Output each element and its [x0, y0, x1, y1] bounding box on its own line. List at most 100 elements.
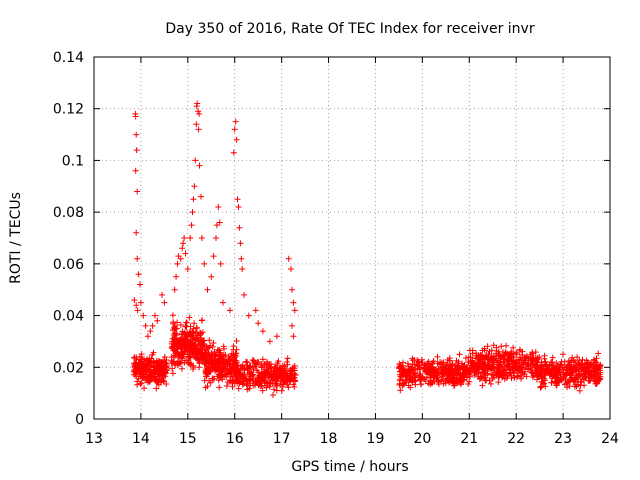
data-point [255, 369, 262, 376]
data-point [279, 374, 286, 381]
data-point [552, 374, 559, 381]
data-point [274, 372, 281, 379]
data-point [197, 345, 204, 352]
y-tick-label: 0.14 [53, 50, 84, 66]
data-point [172, 362, 179, 369]
data-point [222, 360, 228, 367]
data-point [504, 372, 511, 378]
y-tick-label: 0.1 [62, 153, 84, 169]
data-point [233, 338, 240, 344]
axes: 13 14 15 16 17 18 19 20 21 22 23 24 0 0.02 0.04 0.06 0.0… [53, 50, 619, 447]
data-point [172, 348, 179, 355]
data-point [581, 382, 588, 389]
data-point [236, 380, 243, 387]
data-point [219, 353, 226, 360]
data-point [522, 357, 529, 364]
data-point [206, 377, 213, 384]
data-point [249, 357, 256, 363]
data-point [595, 364, 602, 370]
data-point [493, 350, 500, 357]
data-point [204, 345, 211, 352]
data-point [504, 356, 511, 363]
data-point [210, 340, 217, 346]
data-point [228, 370, 235, 377]
data-point [564, 384, 570, 391]
data-point [472, 355, 479, 362]
data-point [275, 358, 282, 365]
data-point [481, 364, 488, 371]
data-point [447, 363, 454, 370]
data-point [412, 377, 419, 384]
data-point [490, 342, 497, 349]
data-point [533, 370, 540, 377]
data-point-peak [171, 286, 178, 293]
data-point [198, 335, 205, 341]
data-point [163, 362, 170, 369]
data-point [196, 359, 203, 366]
data-point [454, 362, 461, 369]
data-point [511, 366, 518, 372]
data-point [288, 371, 295, 378]
data-point [575, 370, 582, 377]
data-point [567, 366, 574, 373]
data-point [220, 363, 227, 370]
data-point [556, 368, 563, 375]
data-point [553, 377, 560, 384]
data-point [416, 366, 423, 373]
data-point [250, 371, 257, 378]
data-point-peak [213, 235, 219, 241]
data-point-peak [216, 219, 223, 226]
data-point-peak [255, 320, 262, 327]
data-point [220, 356, 227, 363]
data-point [151, 362, 158, 369]
data-point-peak [133, 131, 140, 138]
data-point [214, 361, 221, 368]
data-point-peak [134, 307, 141, 314]
data-point [292, 372, 299, 379]
data-point [174, 339, 181, 346]
data-point-peak [134, 188, 141, 195]
data-point [221, 345, 227, 352]
data-point-peak [190, 196, 197, 203]
data-point [203, 354, 210, 361]
data-point [221, 371, 228, 377]
data-point [177, 360, 184, 367]
data-point [169, 312, 176, 319]
data-point [482, 377, 489, 384]
data-point [396, 364, 403, 371]
data-point [203, 360, 209, 367]
data-point-peak [133, 229, 140, 236]
data-point [140, 371, 147, 378]
data-point-peak [154, 317, 161, 324]
data-point [183, 319, 190, 326]
data-point [487, 355, 494, 362]
x-tick-label: 19 [367, 431, 385, 447]
data-point [542, 383, 549, 390]
data-point [135, 360, 142, 367]
data-point [179, 340, 186, 347]
data-point-peak [232, 118, 239, 125]
data-point-peak [177, 255, 184, 262]
data-point-peak [233, 136, 240, 143]
data-point [146, 367, 153, 374]
data-point [402, 370, 409, 377]
data-point [399, 362, 406, 369]
data-point [517, 354, 524, 361]
data-point-peak [181, 235, 188, 241]
data-point [170, 370, 176, 377]
data-point [435, 365, 442, 372]
data-point [497, 361, 504, 368]
data-point [259, 356, 266, 363]
x-axis-label: GPS time / hours [291, 459, 408, 475]
data-point [553, 382, 560, 389]
data-point-peak [210, 253, 217, 260]
x-tick-label: 14 [132, 431, 150, 447]
data-point [501, 351, 508, 358]
data-point [146, 358, 153, 365]
data-point [153, 385, 160, 392]
data-point [429, 360, 436, 367]
plot-frame [93, 56, 611, 420]
data-point-peak [133, 302, 140, 309]
data-point-peak [174, 260, 181, 267]
data-point [153, 366, 160, 373]
